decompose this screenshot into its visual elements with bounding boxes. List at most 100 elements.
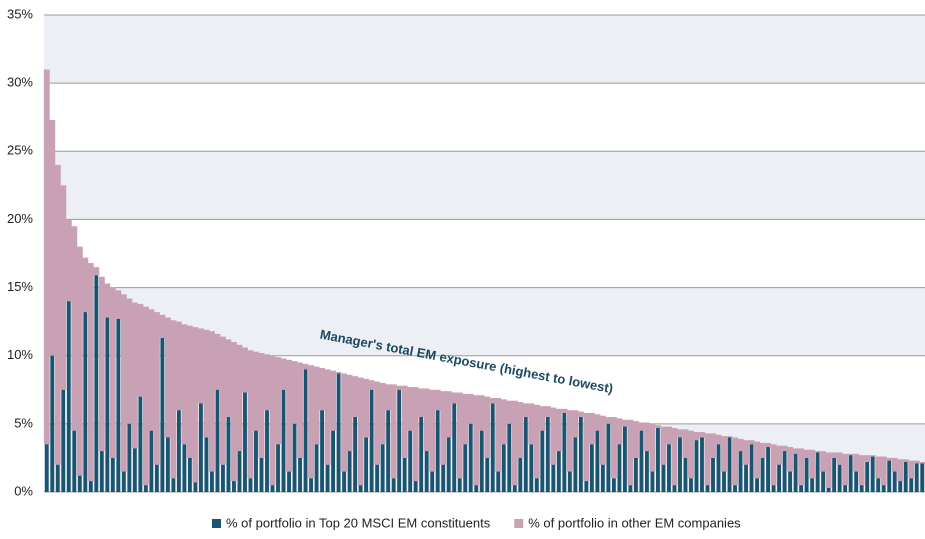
bar-segment (919, 462, 925, 464)
bar-segment (49, 119, 56, 356)
bar-segment (891, 457, 898, 472)
bar-segment (375, 464, 380, 492)
bar-segment (291, 361, 298, 424)
bar-segment (358, 485, 363, 492)
bar-segment (616, 418, 623, 445)
bar-segment (186, 325, 193, 458)
bar-segment (280, 358, 287, 390)
bar-segment (187, 457, 192, 492)
bar-segment (369, 389, 374, 492)
bar-segment (99, 451, 104, 492)
bar-segment (142, 306, 149, 486)
bar-segment (661, 464, 666, 492)
bar-segment (589, 444, 594, 492)
bar-segment (611, 478, 616, 492)
bar-segment (633, 457, 638, 492)
bar-segment (798, 448, 805, 486)
bar-segment (726, 436, 733, 438)
legend-swatch (514, 519, 524, 528)
bar-segment (253, 351, 259, 431)
bar-segment (430, 471, 435, 492)
bar-segment (605, 417, 612, 424)
bar-segment (93, 267, 100, 276)
bar-segment (721, 436, 727, 472)
bar-segment (869, 455, 876, 457)
bar-segment (500, 399, 507, 445)
bar-segment (474, 485, 479, 492)
bar-segment (479, 430, 484, 492)
bar-segment (865, 462, 870, 492)
bar-segment (346, 374, 353, 452)
bar-segment (880, 456, 887, 486)
bar-segment (870, 456, 875, 492)
bar-segment (528, 403, 535, 445)
bar-segment (319, 367, 326, 411)
bar-segment (292, 423, 297, 492)
bar-segment (225, 339, 232, 418)
bar-segment (595, 430, 600, 492)
bar-segment (854, 471, 859, 492)
bar-segment (220, 336, 226, 465)
y-tick-label: 10% (7, 347, 33, 362)
bar-segment (688, 430, 694, 479)
bar-segment (567, 471, 572, 492)
bar-segment (572, 410, 579, 438)
bar-segment (556, 451, 561, 492)
bar-segment (770, 444, 777, 486)
bar-segment (429, 389, 436, 472)
legend-label: % of portfolio in other EM companies (528, 515, 741, 530)
bar-segment (886, 457, 893, 461)
bar-segment (407, 387, 414, 431)
bar-segment (210, 471, 214, 492)
bar-segment (654, 425, 661, 428)
bar-segment (412, 387, 419, 482)
bar-segment (435, 410, 440, 492)
bar-segment (215, 389, 220, 492)
bar-segment (677, 429, 683, 438)
bar-segment (413, 481, 418, 492)
bar-segment (237, 451, 242, 492)
bar-segment (831, 452, 838, 458)
bar-segment (236, 344, 243, 452)
bar-segment (610, 417, 617, 479)
bar-segment (847, 453, 854, 456)
bar-segment (331, 430, 336, 492)
bar-segment (837, 464, 842, 492)
bar-segment (897, 459, 904, 482)
bar-segment (391, 478, 396, 492)
bar-segment (517, 402, 524, 458)
y-axis: 0% 5% 10% 15% 20% 25% 30% 35% (7, 6, 33, 498)
y-tick-label: 20% (7, 211, 33, 226)
bar-segment (176, 410, 181, 492)
bar-segment (555, 408, 562, 452)
bar-segment (825, 452, 832, 488)
bar-segment (462, 393, 469, 445)
bar-segment (132, 448, 137, 492)
y-tick-label: 15% (7, 279, 33, 294)
bar-segment (511, 400, 518, 486)
bar-segment (137, 303, 144, 397)
bar-segment (765, 442, 772, 448)
bar-segment (544, 406, 551, 418)
bar-segment (722, 471, 726, 492)
bar-segment (88, 481, 93, 492)
bar-segment (324, 369, 331, 465)
y-tick-label: 35% (7, 6, 33, 21)
bar-segment (766, 447, 770, 492)
bar-segment (342, 471, 347, 492)
bar-segment (440, 391, 447, 465)
bar-segment (336, 373, 341, 492)
bar-segment (913, 460, 920, 464)
bar-segment (364, 437, 369, 492)
bar-segment (302, 363, 309, 370)
bar-segment (160, 337, 165, 492)
bar-segment (522, 403, 529, 418)
bar-segment (632, 421, 639, 458)
bar-segment (61, 389, 66, 492)
bar-segment (759, 442, 766, 458)
bar-segment (396, 385, 403, 390)
bar-segment (363, 378, 370, 438)
bar-segment (208, 331, 215, 472)
legend: % of portfolio in Top 20 MSCI EM constit… (212, 515, 741, 530)
